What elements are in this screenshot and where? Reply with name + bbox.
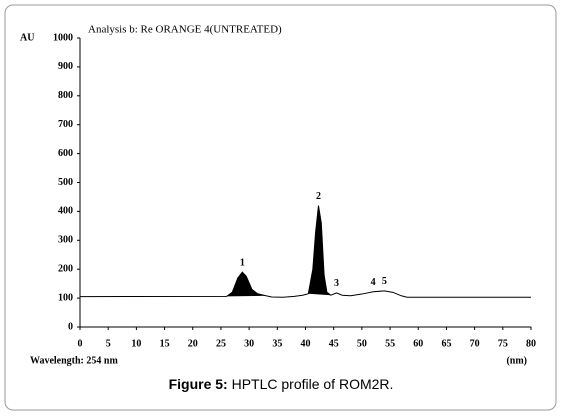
x-tick-label: 80: [526, 338, 536, 349]
caption-text: HPTLC profile of ROM2R.: [232, 376, 394, 392]
x-tick-label: 55: [385, 338, 395, 349]
x-tick-label: 75: [498, 338, 508, 349]
x-tick-label: 15: [160, 338, 170, 349]
x-axis-label: (nm): [506, 355, 527, 366]
chart-title: Analysis b: Re ORANGE 4(UNTREATED): [88, 24, 282, 36]
caption: Figure 5: HPTLC profile of ROM2R.: [169, 376, 394, 392]
y-tick-label: 600: [58, 148, 73, 159]
x-tick-label: 0: [78, 338, 83, 349]
y-tick-label: 300: [58, 235, 73, 246]
y-tick-label: 200: [58, 263, 73, 274]
x-tick-label: 65: [441, 338, 451, 349]
y-tick-label: 500: [58, 177, 73, 188]
y-tick-label: 800: [58, 90, 73, 101]
x-tick-label: 45: [329, 338, 339, 349]
y-tick-label: 0: [68, 321, 73, 332]
x-tick-label: 40: [301, 338, 311, 349]
peak-label: 4: [371, 277, 376, 288]
y-tick-label: 1000: [53, 32, 73, 43]
x-tick-label: 5: [106, 338, 111, 349]
caption-label: Figure 5:: [169, 376, 228, 392]
x-tick-label: 20: [188, 338, 198, 349]
x-tick-label: 60: [413, 338, 423, 349]
y-axis-label: AU: [20, 32, 34, 43]
x-tick-label: 10: [131, 338, 141, 349]
x-tick-label: 35: [272, 338, 282, 349]
note: Wavelength: 254 nm: [30, 355, 118, 366]
peak-area: [308, 205, 331, 296]
x-tick-label: 50: [357, 338, 367, 349]
peak-label: 5: [382, 276, 387, 287]
y-tick-label: 400: [58, 206, 73, 217]
line: [79, 205, 531, 298]
y-tick-label: 900: [58, 61, 73, 72]
frame: [4, 4, 557, 411]
x-tick-label: 25: [216, 338, 226, 349]
peak-area: [226, 272, 267, 297]
peak-label: 3: [334, 278, 339, 289]
peak-label: 1: [240, 257, 245, 268]
y-tick-label: 700: [58, 119, 73, 130]
y-tick-label: 100: [58, 292, 73, 303]
x-tick-label: 30: [244, 338, 254, 349]
peak-label: 2: [316, 191, 321, 202]
x-tick-label: 70: [470, 338, 480, 349]
